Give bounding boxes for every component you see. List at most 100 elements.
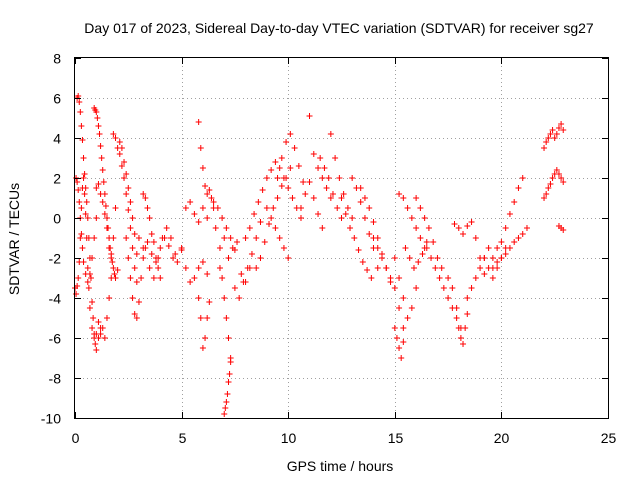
- data-point: [327, 131, 334, 137]
- data-point: [95, 181, 102, 187]
- data-point: [234, 239, 241, 245]
- data-point: [121, 175, 128, 181]
- data-point: [266, 221, 273, 227]
- series-sat-22: [253, 165, 294, 271]
- series-sat-38: [423, 245, 464, 331]
- data-point: [142, 195, 149, 201]
- data-point: [560, 179, 567, 185]
- data-point: [106, 295, 113, 301]
- data-point: [212, 225, 219, 231]
- data-point: [123, 191, 130, 197]
- data-point: [325, 175, 332, 181]
- data-point: [93, 215, 100, 221]
- data-point: [219, 215, 226, 221]
- data-point: [223, 225, 230, 231]
- series-sat-5: [93, 181, 119, 261]
- series-sat-21: [242, 159, 304, 241]
- data-point: [224, 391, 231, 397]
- data-point: [148, 251, 155, 257]
- data-point: [315, 165, 322, 171]
- data-point: [127, 199, 134, 205]
- data-point: [182, 265, 189, 271]
- data-point: [253, 265, 260, 271]
- y-tick-label: 0: [53, 211, 61, 227]
- data-point: [498, 255, 505, 261]
- data-point: [553, 167, 560, 173]
- data-point: [417, 235, 424, 241]
- data-point: [125, 207, 132, 213]
- data-point: [383, 265, 390, 271]
- data-point: [302, 191, 309, 197]
- data-point: [515, 185, 522, 191]
- data-point: [76, 199, 83, 205]
- data-point: [187, 279, 194, 285]
- data-point: [223, 399, 230, 405]
- series-sat-42: [481, 245, 509, 281]
- data-point: [216, 265, 223, 271]
- data-point: [278, 155, 285, 161]
- data-point: [93, 185, 100, 191]
- data-point: [98, 155, 105, 161]
- data-point: [150, 275, 157, 281]
- data-point: [287, 131, 294, 137]
- chart-title: Day 017 of 2023, Sidereal Day-to-day VTE…: [84, 20, 594, 36]
- data-point: [110, 131, 117, 137]
- data-point: [453, 305, 460, 311]
- data-point: [78, 205, 85, 211]
- data-point: [74, 283, 81, 289]
- y-axis-title: SDTVAR / TECUs: [6, 183, 22, 295]
- data-point: [86, 305, 93, 311]
- data-point: [449, 285, 456, 291]
- series-sat-14: [195, 119, 223, 251]
- y-tick-label: 6: [53, 91, 61, 107]
- data-point: [549, 175, 556, 181]
- data-point: [261, 239, 268, 245]
- series-sat-4: [91, 105, 121, 281]
- data-point: [347, 225, 354, 231]
- data-point: [272, 159, 279, 165]
- data-point: [221, 411, 228, 417]
- data-point: [502, 251, 509, 257]
- data-point: [110, 235, 117, 241]
- data-point: [400, 325, 407, 331]
- data-point: [240, 279, 247, 285]
- data-point: [460, 341, 467, 347]
- data-point: [129, 295, 136, 301]
- data-point: [349, 175, 356, 181]
- data-point: [391, 255, 398, 261]
- data-point: [182, 205, 189, 211]
- data-point: [285, 255, 292, 261]
- data-point: [421, 215, 428, 221]
- data-point: [94, 115, 101, 121]
- data-point: [225, 335, 232, 341]
- data-point: [472, 275, 479, 281]
- data-point: [150, 239, 157, 245]
- data-point: [144, 239, 151, 245]
- data-point: [370, 235, 377, 241]
- series-sat-19: [221, 235, 253, 285]
- y-tick-label: -8: [49, 371, 62, 387]
- data-point: [81, 191, 88, 197]
- data-point: [93, 109, 100, 115]
- data-point: [419, 251, 426, 257]
- series-sat-27: [317, 155, 345, 221]
- data-point: [489, 265, 496, 271]
- data-point: [502, 225, 509, 231]
- series-sat-23: [274, 131, 307, 185]
- data-point: [199, 259, 206, 265]
- data-point: [195, 265, 202, 271]
- data-point: [178, 245, 185, 251]
- data-point: [91, 235, 98, 241]
- data-point: [464, 223, 471, 229]
- data-point: [364, 267, 371, 273]
- data-point: [445, 275, 452, 281]
- data-point: [481, 255, 488, 261]
- data-point: [248, 251, 255, 257]
- data-point: [146, 215, 153, 221]
- data-point: [317, 155, 324, 161]
- data-point: [101, 211, 108, 217]
- data-point: [485, 245, 492, 251]
- y-tick-label: 8: [53, 51, 61, 67]
- data-point: [387, 275, 394, 281]
